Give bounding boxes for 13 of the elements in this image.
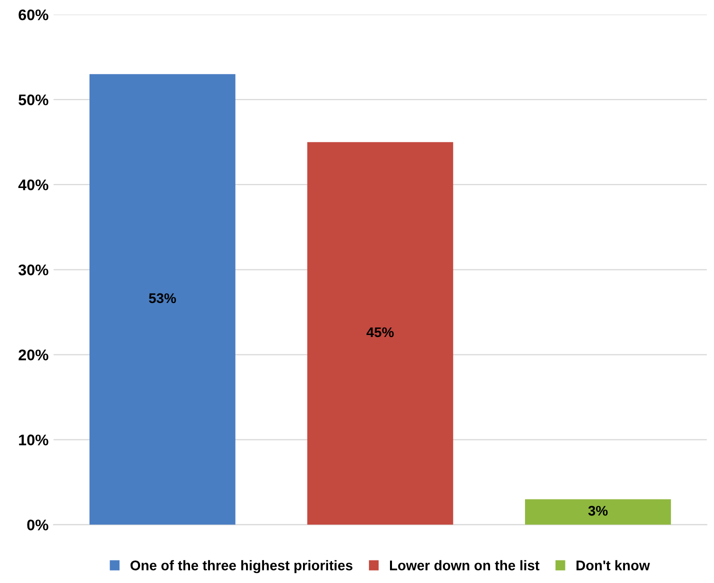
y-tick-label: 0%	[27, 520, 48, 530]
legend-label: One of the three highest priorities	[130, 560, 352, 574]
y-tick-label: 60%	[18, 9, 48, 20]
data-label: 45%	[366, 327, 394, 338]
data-label: 3%	[588, 506, 608, 516]
data-label: 53%	[148, 293, 176, 304]
legend-label: Lower down on the list	[390, 560, 540, 570]
y-tick-label: 50%	[18, 94, 48, 106]
y-tick-label: 30%	[18, 264, 48, 276]
y-tick-label: 10%	[19, 434, 48, 446]
y-tick-label: 40%	[18, 179, 48, 190]
legend-label: Don't know	[576, 560, 650, 570]
y-tick-label: 20%	[18, 350, 48, 360]
